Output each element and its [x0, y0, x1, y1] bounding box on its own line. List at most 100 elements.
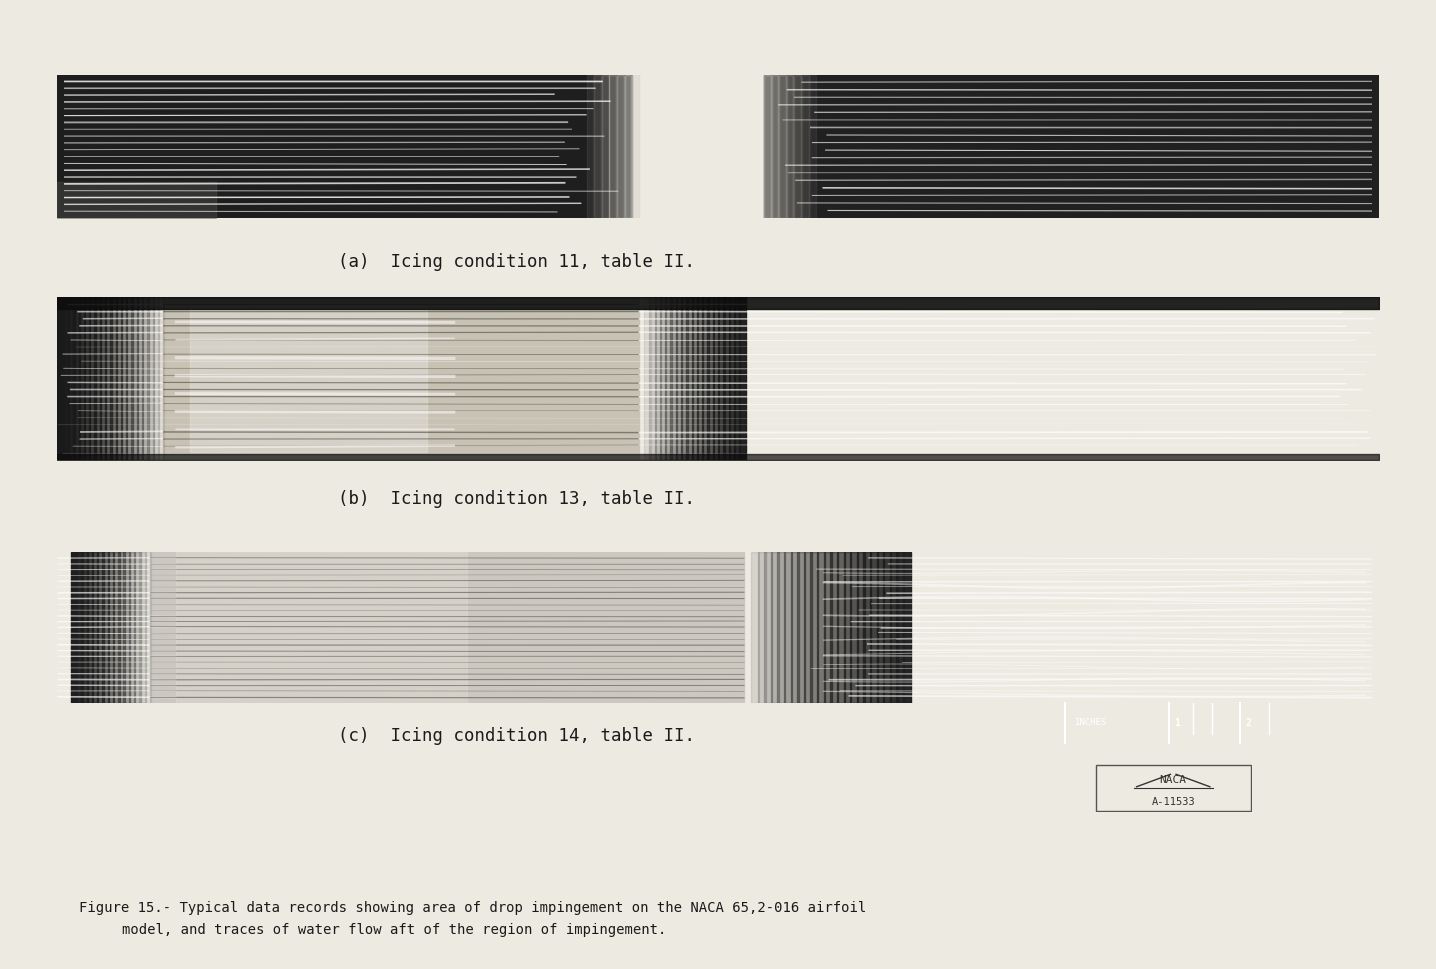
Bar [649, 297, 656, 460]
Bar [863, 552, 872, 703]
Bar [177, 552, 467, 703]
Bar [118, 552, 125, 703]
Bar [830, 552, 839, 703]
Bar [787, 75, 794, 218]
Bar [134, 552, 141, 703]
Bar [129, 552, 135, 703]
Bar [896, 552, 905, 703]
Bar [876, 552, 885, 703]
Bar [764, 75, 1379, 218]
Bar [728, 297, 735, 460]
Bar [734, 297, 741, 460]
Bar [587, 75, 593, 218]
Bar [142, 297, 148, 460]
Bar [744, 552, 752, 703]
Bar [810, 75, 816, 218]
Bar [123, 552, 131, 703]
Bar [102, 552, 109, 703]
Bar [712, 297, 719, 460]
Bar [643, 297, 651, 460]
Bar [870, 552, 877, 703]
Bar [632, 75, 639, 218]
Bar [121, 297, 128, 460]
Bar [903, 552, 910, 703]
Bar [824, 552, 831, 703]
Bar [671, 297, 676, 460]
Bar [83, 297, 90, 460]
Text: model, and traces of water flow aft of the region of impingement.: model, and traces of water flow aft of t… [122, 923, 666, 937]
Bar [99, 297, 106, 460]
Bar [817, 75, 824, 218]
Bar [804, 552, 811, 703]
Bar [850, 552, 859, 703]
Bar [111, 297, 116, 460]
Bar [771, 75, 778, 218]
Bar [158, 297, 165, 460]
Bar [758, 552, 765, 703]
Bar [67, 297, 75, 460]
Text: Figure 15.- Typical data records showing area of drop impingement on the NACA 65: Figure 15.- Typical data records showing… [79, 901, 866, 915]
Bar [784, 552, 793, 703]
Bar [95, 297, 101, 460]
Bar [724, 297, 729, 460]
Bar [136, 297, 144, 460]
Bar [105, 297, 112, 460]
Bar [780, 75, 785, 218]
Bar [661, 297, 666, 460]
FancyBboxPatch shape [1096, 765, 1251, 811]
Bar [843, 552, 852, 703]
Bar [108, 552, 115, 703]
Bar [791, 552, 798, 703]
Bar [73, 297, 80, 460]
Bar [152, 297, 159, 460]
Bar [57, 75, 632, 218]
Bar [751, 552, 760, 703]
Text: A-11533: A-11533 [1152, 797, 1195, 807]
Bar [70, 552, 78, 703]
Bar [76, 552, 82, 703]
Bar [696, 297, 704, 460]
Bar [764, 552, 773, 703]
Bar [92, 552, 99, 703]
Bar [676, 297, 682, 460]
Bar [609, 75, 616, 218]
Text: (c)  Icing condition 14, table II.: (c) Icing condition 14, table II. [339, 728, 695, 745]
Bar [579, 75, 586, 218]
Bar [149, 552, 744, 703]
Bar [718, 297, 725, 460]
Bar [63, 297, 69, 460]
Bar [857, 552, 864, 703]
Bar [639, 297, 645, 460]
Bar [126, 297, 132, 460]
Bar [113, 552, 119, 703]
Bar [708, 297, 714, 460]
Bar [764, 75, 771, 218]
Bar [164, 297, 639, 460]
Bar [139, 552, 146, 703]
Bar [89, 297, 96, 460]
Text: NACA: NACA [1160, 775, 1186, 785]
Text: (b)  Icing condition 13, table II.: (b) Icing condition 13, table II. [339, 490, 695, 508]
Bar [86, 552, 93, 703]
Bar [686, 297, 694, 460]
Bar [681, 297, 688, 460]
Bar [837, 552, 844, 703]
Bar [883, 552, 892, 703]
Bar [115, 297, 122, 460]
Bar [98, 552, 103, 703]
Bar [132, 297, 138, 460]
Bar [777, 552, 785, 703]
Bar [801, 75, 808, 218]
Bar [148, 297, 154, 460]
Text: (a)  Icing condition 11, table II.: (a) Icing condition 11, table II. [339, 253, 695, 270]
Bar [57, 297, 65, 460]
Bar [625, 75, 632, 218]
Bar [602, 75, 609, 218]
Bar [655, 297, 661, 460]
Bar [771, 552, 778, 703]
Bar [82, 552, 88, 703]
Text: 1: 1 [1175, 718, 1180, 728]
Bar [702, 297, 709, 460]
Bar [145, 552, 151, 703]
Bar [665, 297, 672, 460]
